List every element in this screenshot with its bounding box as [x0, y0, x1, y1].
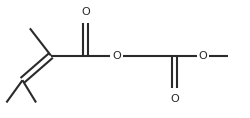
Text: O: O	[198, 51, 207, 61]
Text: O: O	[170, 94, 179, 104]
Text: O: O	[112, 51, 121, 61]
Text: O: O	[81, 7, 90, 17]
